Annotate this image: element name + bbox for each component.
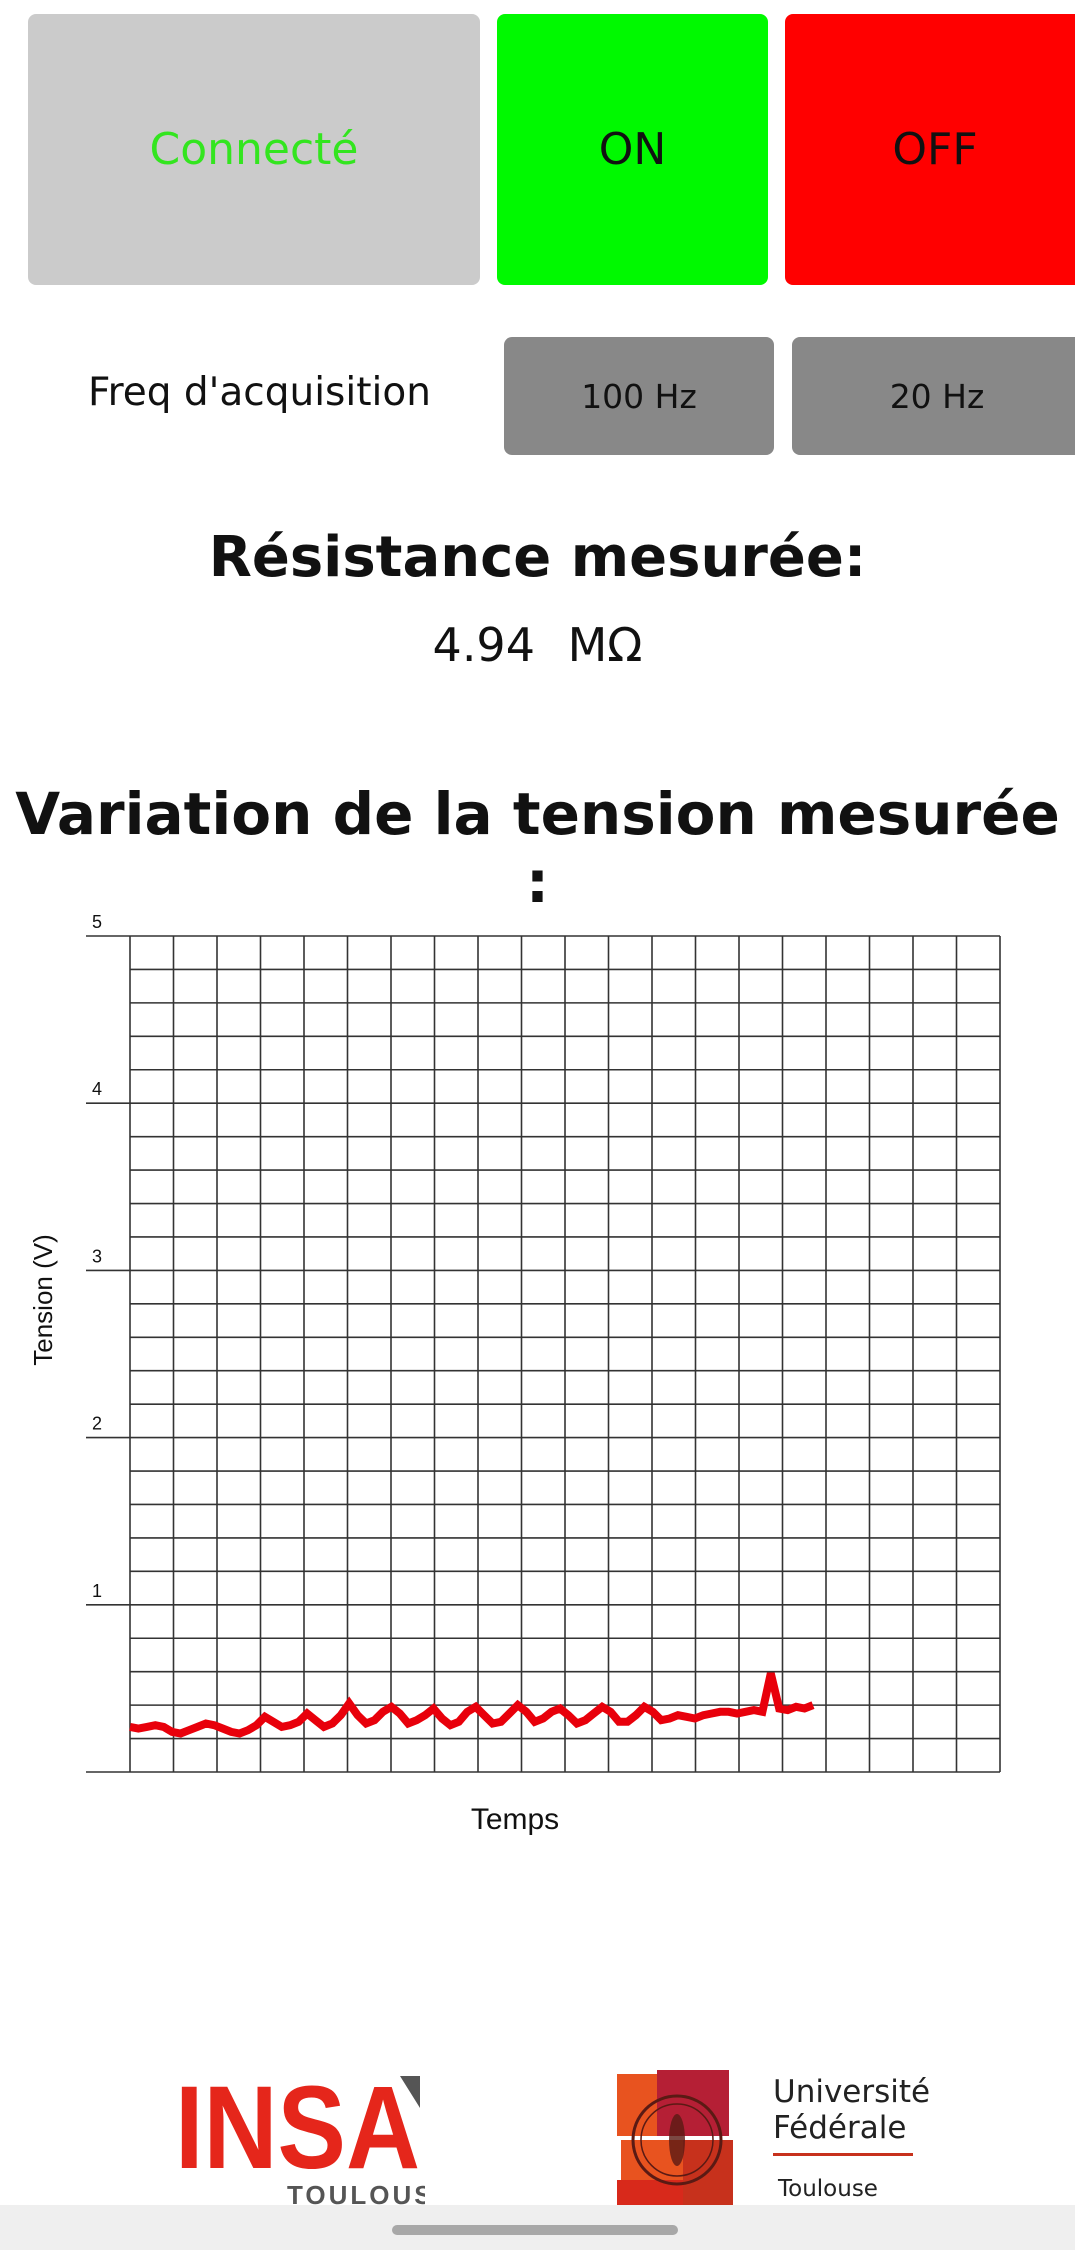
resistance-value: 4.94 MΩ (432, 618, 643, 672)
insa-logo-subtext: TOULOUSE (287, 2180, 425, 2208)
off-button[interactable]: OFF (785, 14, 1075, 285)
y-axis-label: Tension (V) (28, 1234, 58, 1366)
y-tick-label: 2 (92, 1414, 102, 1434)
y-tick-label: 3 (92, 1246, 102, 1266)
insa-logo-text: INSA (175, 2068, 420, 2194)
chart-grid (86, 935, 1001, 1773)
universite-federale-logo: Université Fédérale Toulouse (617, 2070, 930, 2208)
x-axis-label: Temps (471, 1803, 559, 1836)
chart-title: Variation de la tension mesurée : (15, 780, 1060, 916)
y-tick-label: 5 (92, 912, 102, 932)
freq-20hz-button[interactable]: 20 Hz (792, 337, 1075, 455)
freq-100hz-button[interactable]: 100 Hz (504, 337, 774, 455)
ufr-line2: Fédérale (773, 2110, 906, 2146)
y-tick-labels: 1 2 3 4 5 (92, 912, 102, 1601)
voltage-series-line (129, 1672, 815, 1738)
connection-status-button[interactable]: Connecté (28, 14, 480, 285)
home-gesture-handle[interactable] (392, 2225, 678, 2235)
on-button[interactable]: ON (497, 14, 768, 285)
y-tick-label: 1 (92, 1581, 102, 1601)
ufr-line1: Université (773, 2074, 930, 2110)
voltage-chart: 1 2 3 4 5 Tension (V) Temps (28, 912, 1001, 1836)
ufr-line3: Toulouse (777, 2176, 878, 2202)
y-tick-label: 4 (92, 1079, 102, 1099)
resistance-title: Résistance mesurée: (208, 525, 867, 590)
insa-logo: INSA TOULOUSE (175, 2068, 425, 2208)
acquisition-frequency-label: Freq d'acquisition (88, 370, 431, 415)
